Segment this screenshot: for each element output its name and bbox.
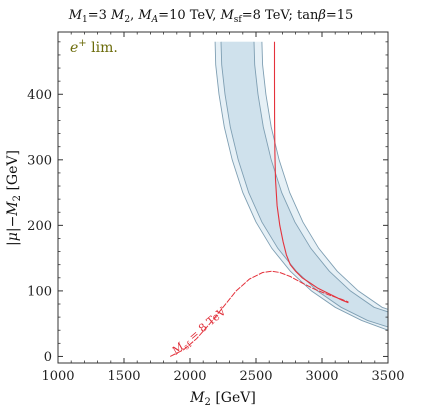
inner-band-right-edge [253, 41, 388, 313]
outer-band-left-edge [214, 41, 388, 331]
inner-band-fill [221, 41, 388, 328]
chart-title: M1=3 M2, MA=10 TeV, Msf=8 TeV; tanβ=15 [68, 8, 354, 25]
x-tick-label: 3000 [305, 369, 338, 384]
y-tick-label: 400 [27, 88, 52, 103]
y-axis-label: |μ|−M2 [GeV] [5, 150, 23, 246]
inner-band-left-edge [220, 41, 388, 328]
band-layer [214, 41, 388, 331]
x-tick-label: 2000 [173, 369, 206, 384]
y-tick-label: 100 [27, 284, 52, 299]
x-tick-label: 1500 [107, 369, 140, 384]
msf-curve-label: Msf = 8 TeV [169, 304, 231, 359]
positron-limit-annotation: e+ lim. [70, 38, 118, 56]
red-msf-curve [169, 270, 349, 357]
x-axis-label: M2 [GeV] [189, 390, 256, 408]
tick-layer: 1000 1500 2000 2500 3000 3500 0 100 200 300 400 [27, 32, 405, 384]
plot-frame [57, 31, 389, 364]
x-tick-label: 3500 [371, 369, 404, 384]
outer-band-right-edge [261, 41, 388, 310]
x-tick-label: 1000 [41, 369, 74, 384]
red-limit-curve [273, 41, 349, 304]
x-tick-label: 2500 [239, 369, 272, 384]
curve-layer [169, 41, 349, 357]
y-tick-label: 300 [27, 153, 52, 168]
y-tick-label: 200 [27, 219, 52, 234]
y-tick-label: 0 [44, 350, 52, 365]
